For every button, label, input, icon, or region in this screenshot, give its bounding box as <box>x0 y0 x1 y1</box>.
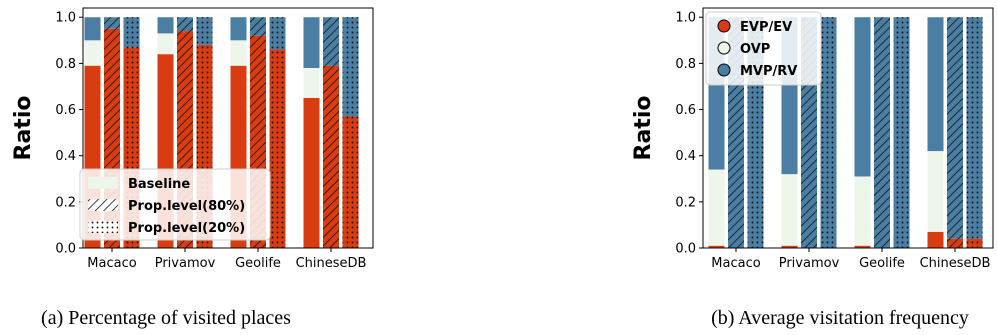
x-tick-label-macaco: Macaco <box>87 256 136 271</box>
bar-privamov-dots-texture <box>820 17 837 248</box>
bar-chinesedb-baseline-evp <box>927 231 944 248</box>
legend-label-prop-level-80: Prop.level(80%) <box>128 199 245 214</box>
y-tick-label: 0.2 <box>55 195 76 210</box>
y-tick-label: 0.4 <box>675 149 696 164</box>
legend-marker-ovp <box>717 41 731 55</box>
bar-privamov-baseline-ovp <box>157 33 174 55</box>
bar-macaco-baseline-ovp <box>84 40 101 66</box>
legend-label-mvp-rv: MVP/RV <box>740 64 797 79</box>
bar-chinesedb-baseline-mvp <box>303 17 320 68</box>
legend-marker-mvp <box>717 63 731 77</box>
bar-geolife-baseline-ovp <box>230 40 247 66</box>
legend-marker-evp <box>717 19 731 33</box>
y-tick-label: 0.8 <box>675 57 696 72</box>
chart-visited-places: 0.0 0.2 0.4 0.6 0.8 1.0 Macaco Privamov Geolife C… <box>11 7 374 271</box>
x-tick-label-geolife: Geolife <box>859 256 905 271</box>
bar-geolife-dots-texture <box>269 17 286 248</box>
legend: EVP/EV OVP MVP/RV <box>705 11 822 86</box>
y-axis-label: Ratio <box>631 96 656 161</box>
bar-geolife-baseline-mvp <box>854 17 871 177</box>
bar-chinesedb-baseline-mvp <box>927 17 944 152</box>
bar-chinesedb-baseline-ovp <box>303 68 320 98</box>
bar-privamov-baseline-mvp <box>157 17 174 34</box>
axes-frame <box>702 7 994 249</box>
x-tick-label-privamov: Privamov <box>779 256 840 271</box>
bar-chinesedb-hatch-texture <box>947 17 963 248</box>
bar-macaco-baseline-ovp <box>708 169 725 246</box>
bar-geolife-baseline-mvp <box>230 17 247 41</box>
y-tick-label: 0.6 <box>55 103 76 118</box>
chart-visitation-frequency: 0.0 0.2 0.4 0.6 0.8 1.0 Macaco Privamov Geolife C… <box>631 7 994 271</box>
bar-chinesedb-hatch-texture <box>323 17 339 248</box>
bar-privamov-baseline-evp <box>781 245 798 248</box>
x-tick-label-macaco: Macaco <box>711 256 760 271</box>
y-axis-label: Ratio <box>11 96 36 161</box>
y-tick-label: 0.4 <box>55 149 76 164</box>
bar-chinesedb-baseline-ovp <box>927 151 944 232</box>
bar-chinesedb-dots-texture <box>342 17 359 248</box>
caption-a: (a) Percentage of visited places <box>41 307 291 329</box>
bar-geolife-baseline-ovp <box>854 176 871 246</box>
bar-privamov-baseline-ovp <box>781 174 798 246</box>
x-tick-label-chinesedb: ChineseDB <box>296 256 367 271</box>
legend-label-ovp: OVP <box>740 42 770 57</box>
legend: Baseline Prop.level(80%) Prop.level(20%) <box>79 168 271 241</box>
x-tick-label-privamov: Privamov <box>155 256 216 271</box>
y-tick-label: 0.0 <box>675 242 696 257</box>
y-tick-label: 0.8 <box>55 57 76 72</box>
bar-macaco-baseline-mvp <box>84 17 101 41</box>
legend-label-baseline: Baseline <box>128 177 190 192</box>
caption-b: (b) Average visitation frequency <box>711 307 969 329</box>
legend-swatch-texture-hatch <box>88 199 118 211</box>
bar-geolife-dots-texture <box>893 17 910 248</box>
bar-macaco-baseline-evp <box>708 245 725 248</box>
legend-swatch-baseline <box>88 177 118 189</box>
bar-geolife-baseline-evp <box>854 245 871 248</box>
y-tick-label: 0.0 <box>55 242 76 257</box>
x-tick-label-geolife: Geolife <box>235 256 281 271</box>
legend-box <box>79 168 271 241</box>
legend-box <box>705 11 822 86</box>
axes-frame <box>82 7 374 249</box>
y-tick-label: 1.0 <box>55 11 76 26</box>
bar-chinesedb-baseline-evp <box>303 98 320 248</box>
bar-geolife-hatch-texture <box>874 17 890 248</box>
legend-label-prop-level-20: Prop.level(20%) <box>128 221 245 236</box>
x-tick-label-chinesedb: ChineseDB <box>920 256 991 271</box>
legend-label-evp-ev: EVP/EV <box>740 20 792 35</box>
y-tick-label: 0.2 <box>675 195 696 210</box>
y-tick-label: 0.6 <box>675 103 696 118</box>
legend-swatch-texture-dots <box>88 221 118 233</box>
bar-chinesedb-dots-texture <box>966 17 983 248</box>
y-tick-label: 1.0 <box>675 11 696 26</box>
